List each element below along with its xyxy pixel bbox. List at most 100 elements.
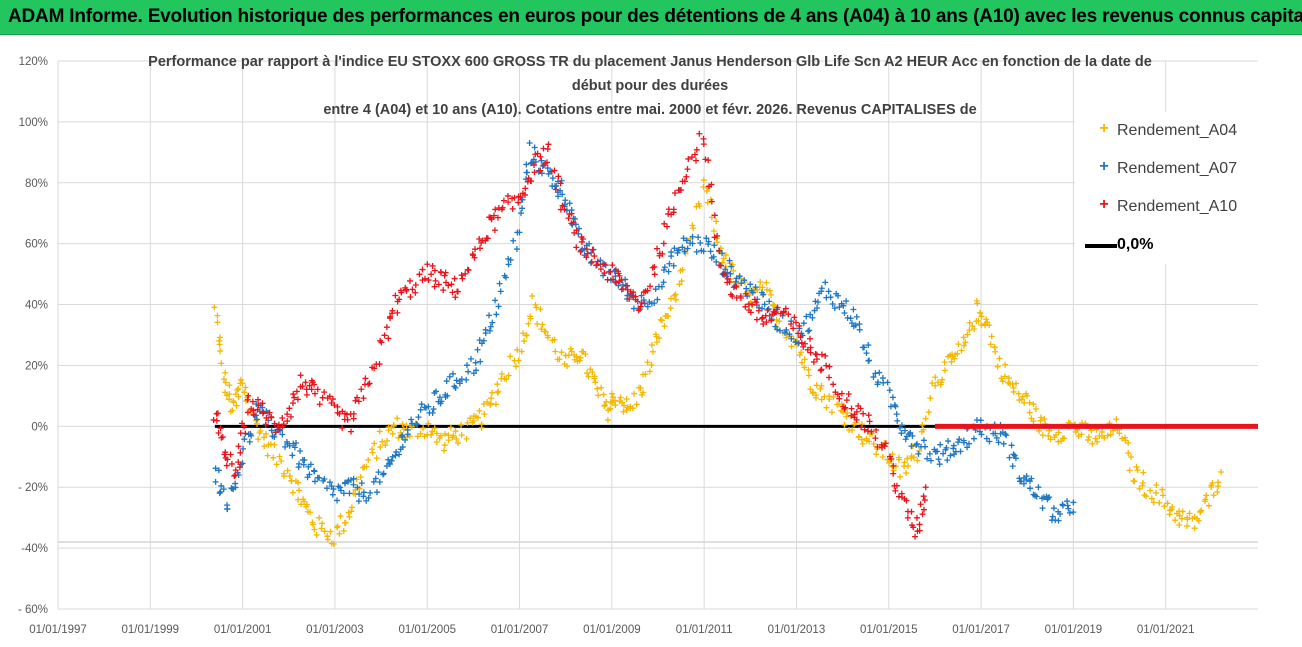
series-point-rendement_a07 bbox=[665, 268, 672, 275]
series-point-rendement_a07 bbox=[803, 313, 810, 320]
series-point-rendement_a10 bbox=[448, 281, 455, 288]
y-tick-label: 40% bbox=[25, 300, 48, 312]
series-point-rendement_a04 bbox=[932, 382, 939, 389]
series-point-rendement_a10 bbox=[848, 412, 855, 419]
x-tick-label: 01/01/2015 bbox=[860, 624, 918, 636]
series-point-rendement_a10 bbox=[232, 467, 239, 474]
series-point-rendement_a04 bbox=[914, 457, 921, 464]
series-point-rendement_a04 bbox=[844, 409, 851, 416]
series-point-rendement_a04 bbox=[399, 421, 406, 428]
series-point-rendement_a10 bbox=[708, 198, 715, 205]
series-point-rendement_a04 bbox=[951, 355, 958, 362]
series-point-rendement_a07 bbox=[551, 183, 558, 190]
series-point-rendement_a10 bbox=[406, 277, 413, 284]
chart-legend: + Rendement_A04 + Rendement_A07 + Rendem… bbox=[1075, 112, 1265, 264]
series-point-rendement_a04 bbox=[257, 427, 264, 434]
series-point-rendement_a04 bbox=[567, 345, 574, 352]
series-point-rendement_a04 bbox=[988, 333, 995, 340]
series-point-rendement_a10 bbox=[881, 443, 888, 450]
series-point-rendement_a10 bbox=[845, 391, 852, 398]
series-point-rendement_a10 bbox=[511, 194, 518, 201]
series-point-rendement_a10 bbox=[544, 146, 551, 153]
series-point-rendement_a07 bbox=[660, 279, 667, 286]
series-point-rendement_a07 bbox=[822, 279, 829, 286]
series-point-rendement_a07 bbox=[850, 306, 857, 313]
series-point-rendement_a10 bbox=[916, 527, 923, 534]
series-point-rendement_a07 bbox=[575, 230, 582, 237]
series-point-rendement_a04 bbox=[458, 432, 465, 439]
series-point-rendement_a10 bbox=[540, 162, 547, 169]
series-point-rendement_a04 bbox=[604, 416, 611, 423]
series-point-rendement_a04 bbox=[1037, 414, 1044, 421]
series-point-rendement_a10 bbox=[711, 212, 718, 219]
series-point-rendement_a07 bbox=[380, 470, 387, 477]
series-point-rendement_a04 bbox=[648, 361, 655, 368]
series-point-rendement_a10 bbox=[917, 501, 924, 508]
series-point-rendement_a07 bbox=[241, 436, 248, 443]
series-point-rendement_a04 bbox=[817, 386, 824, 393]
series-point-rendement_a10 bbox=[818, 366, 825, 373]
series-point-rendement_a04 bbox=[226, 391, 233, 398]
series-point-rendement_a04 bbox=[222, 369, 229, 376]
series-point-rendement_a10 bbox=[272, 429, 279, 436]
series-point-rendement_a10 bbox=[366, 380, 373, 387]
series-point-rendement_a04 bbox=[521, 338, 528, 345]
series-point-rendement_a04 bbox=[873, 451, 880, 458]
series-point-rendement_a10 bbox=[654, 245, 661, 252]
series-point-rendement_a04 bbox=[801, 364, 808, 371]
series-point-rendement_a04 bbox=[284, 467, 291, 474]
series-point-rendement_a04 bbox=[998, 375, 1005, 382]
series-point-rendement_a07 bbox=[1064, 502, 1071, 509]
series-point-rendement_a07 bbox=[354, 484, 361, 491]
series-point-rendement_a04 bbox=[999, 378, 1006, 385]
series-point-rendement_a07 bbox=[1011, 452, 1018, 459]
series-point-rendement_a10 bbox=[271, 420, 278, 427]
series-point-rendement_a04 bbox=[620, 408, 627, 415]
series-point-rendement_a04 bbox=[513, 363, 520, 370]
series-point-rendement_a07 bbox=[847, 315, 854, 322]
series-point-rendement_a10 bbox=[255, 396, 262, 403]
series-point-rendement_a04 bbox=[527, 315, 534, 322]
series-point-rendement_a04 bbox=[340, 528, 347, 535]
series-point-rendement_a10 bbox=[412, 289, 419, 296]
series-point-rendement_a04 bbox=[252, 417, 259, 424]
series-point-rendement_a04 bbox=[384, 437, 391, 444]
series-point-rendement_a04 bbox=[303, 503, 310, 510]
series-point-rendement_a04 bbox=[234, 386, 241, 393]
series-point-rendement_a04 bbox=[1094, 438, 1101, 445]
series-point-rendement_a04 bbox=[901, 459, 908, 466]
series-point-rendement_a04 bbox=[492, 401, 499, 408]
series-point-rendement_a04 bbox=[447, 424, 454, 431]
series-point-rendement_a04 bbox=[710, 228, 717, 235]
series-point-rendement_a04 bbox=[261, 443, 268, 450]
legend-label-a04: Rendement_A04 bbox=[1117, 122, 1238, 139]
series-point-rendement_a04 bbox=[441, 447, 448, 454]
series-point-rendement_a10 bbox=[416, 271, 423, 278]
series-point-rendement_a07 bbox=[215, 467, 222, 474]
series-point-rendement_a07 bbox=[326, 479, 333, 486]
series-point-rendement_a04 bbox=[1143, 493, 1150, 500]
series-point-rendement_a10 bbox=[290, 391, 297, 398]
series-point-rendement_a10 bbox=[693, 157, 700, 164]
series-point-rendement_a10 bbox=[594, 258, 601, 265]
series-point-rendement_a10 bbox=[452, 294, 459, 301]
series-point-rendement_a07 bbox=[399, 432, 406, 439]
series-point-rendement_a10 bbox=[583, 254, 590, 261]
series-point-rendement_a10 bbox=[491, 227, 498, 234]
series-point-rendement_a07 bbox=[402, 436, 409, 443]
series-point-rendement_a07 bbox=[387, 461, 394, 468]
series-point-rendement_a04 bbox=[337, 513, 344, 520]
series-point-rendement_a07 bbox=[1023, 473, 1030, 480]
series-point-rendement_a04 bbox=[623, 395, 630, 402]
series-point-rendement_a04 bbox=[938, 379, 945, 386]
series-point-rendement_a07 bbox=[915, 450, 922, 457]
series-point-rendement_a04 bbox=[1166, 511, 1173, 518]
series-point-rendement_a04 bbox=[1179, 508, 1186, 515]
series-point-rendement_a10 bbox=[836, 395, 843, 402]
series-point-rendement_a04 bbox=[966, 319, 973, 326]
series-point-rendement_a07 bbox=[924, 455, 931, 462]
series-point-rendement_a10 bbox=[492, 206, 499, 213]
series-point-rendement_a07 bbox=[831, 305, 838, 312]
series-point-rendement_a07 bbox=[279, 431, 286, 438]
series-point-rendement_a10 bbox=[235, 443, 242, 450]
